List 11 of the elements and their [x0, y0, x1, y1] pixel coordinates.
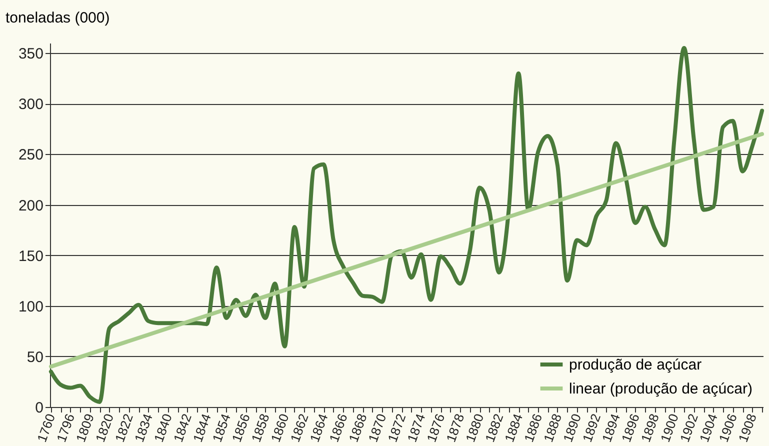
y-tick-label: 350 [18, 46, 44, 63]
y-tick-label: 150 [18, 248, 44, 265]
legend-label: linear (produção de açúcar) [569, 380, 752, 398]
y-tick-label: 50 [26, 348, 44, 366]
y-tick-label: 300 [18, 96, 44, 114]
y-axis-title: toneladas (000) [6, 10, 110, 26]
line-series [48, 46, 764, 404]
y-tick-label: 250 [18, 146, 44, 164]
legend-label: produção de açúcar [569, 356, 702, 374]
y-tick-label: 100 [18, 298, 44, 316]
y-tick-label: 200 [18, 197, 44, 214]
